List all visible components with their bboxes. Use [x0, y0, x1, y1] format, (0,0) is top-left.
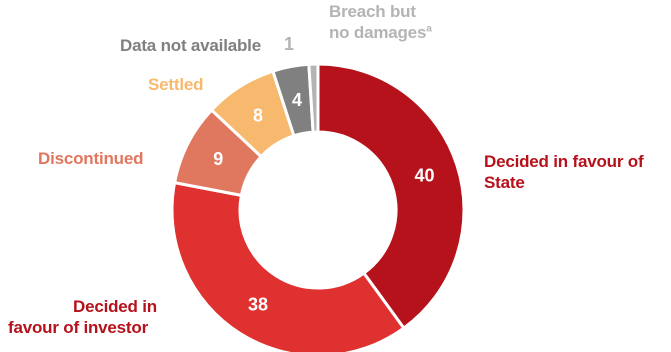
legend-label-data-not-available: Data not available — [120, 36, 261, 55]
donut-slice-decided-in-favour-of-investor — [170, 181, 406, 352]
donut-slice-breach-but-no-damages — [307, 62, 320, 134]
data-label-discontinued: 9 — [213, 149, 223, 169]
legend-label-decided-in-favour-of-state: Decided in favour of State — [484, 152, 644, 192]
donut-slice-decided-in-favour-of-state — [316, 62, 466, 330]
data-label-data-not-available: 4 — [292, 90, 302, 110]
data-label-decided-in-favour-of-state: 40 — [415, 165, 435, 185]
footnote-marker: a — [426, 23, 432, 35]
data-label-breach-but-no-damages: 1 — [284, 34, 294, 54]
data-label-decided-in-favour-of-investor: 38 — [248, 295, 268, 315]
legend-label-discontinued: Discontinued — [38, 149, 144, 168]
legend-label-breach-but-no-damages: Breach but no damagesa — [329, 2, 432, 42]
legend-label-settled: Settled — [148, 75, 204, 94]
data-label-settled: 8 — [253, 105, 263, 125]
legend-label-decided-in-favour-of-investor: Decided in favour of investor — [8, 297, 157, 337]
